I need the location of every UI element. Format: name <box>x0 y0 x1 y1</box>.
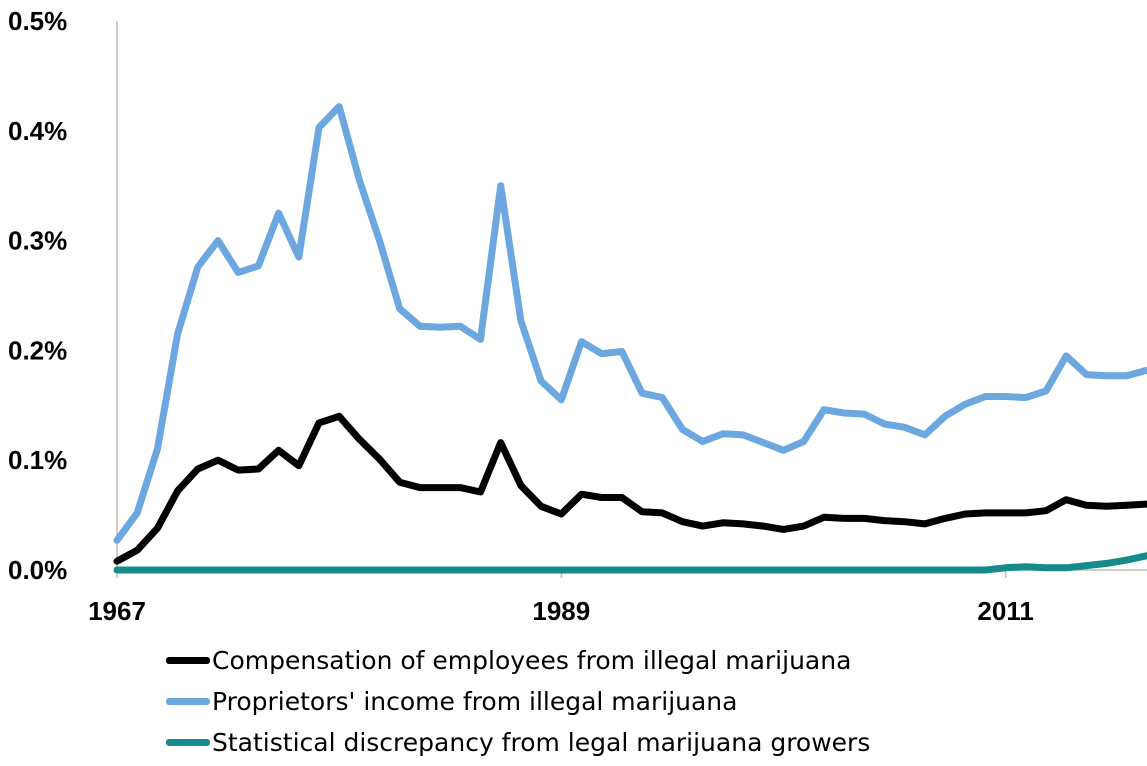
y-tick-label: 0.3% <box>8 226 67 256</box>
x-tick-label: 1989 <box>532 596 590 626</box>
y-axis-tick-labels: 0.0% 0.1% 0.2% 0.3% 0.4% 0.5% <box>8 6 67 585</box>
x-tick-label: 1967 <box>88 596 146 626</box>
legend-swatch-compensation <box>166 657 210 664</box>
y-tick-label: 0.2% <box>8 335 67 365</box>
legend-swatch-discrepancy <box>166 739 210 746</box>
y-tick-label: 0.4% <box>8 116 67 146</box>
legend: Compensation of employees from illegal m… <box>166 640 870 763</box>
legend-label-discrepancy: Statistical discrepancy from legal marij… <box>212 728 871 757</box>
series-line-0 <box>113 412 1147 565</box>
legend-item-compensation: Compensation of employees from illegal m… <box>166 640 870 681</box>
x-tick-label: 2011 <box>977 596 1033 626</box>
legend-item-discrepancy: Statistical discrepancy from legal marij… <box>166 722 870 763</box>
x-axis-tick-labels: 1967 1989 2011 <box>88 570 1034 626</box>
series-line-1 <box>113 103 1147 544</box>
series-line-2 <box>113 552 1147 574</box>
legend-label-proprietors: Proprietors' income from illegal marijua… <box>212 687 738 716</box>
legend-swatch-proprietors <box>166 698 210 705</box>
legend-item-proprietors: Proprietors' income from illegal marijua… <box>166 681 870 722</box>
series-lines <box>113 103 1147 574</box>
legend-label-compensation: Compensation of employees from illegal m… <box>212 646 852 675</box>
y-tick-label: 0.5% <box>8 6 67 36</box>
y-tick-label: 0.0% <box>8 555 67 585</box>
y-tick-label: 0.1% <box>8 445 67 475</box>
